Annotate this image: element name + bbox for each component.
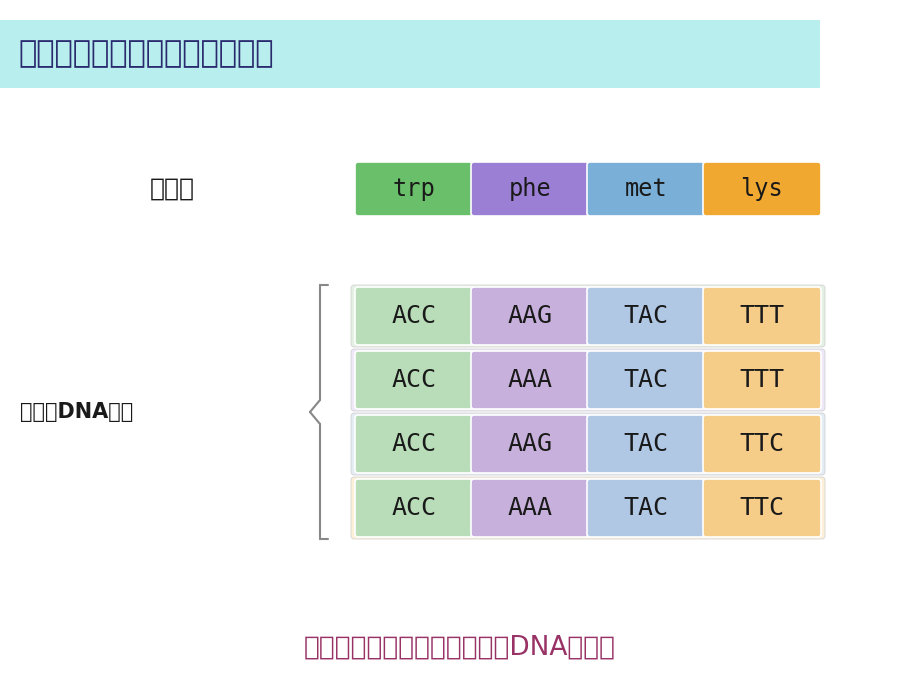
Bar (0, 20, 819, 88)
Text: TAC: TAC (623, 304, 668, 328)
Text: TAC: TAC (623, 496, 668, 520)
FancyBboxPatch shape (351, 285, 824, 347)
FancyBboxPatch shape (355, 351, 472, 409)
Text: AAA: AAA (507, 368, 552, 392)
FancyBboxPatch shape (702, 351, 820, 409)
FancyBboxPatch shape (471, 415, 588, 473)
Text: AAA: AAA (507, 496, 552, 520)
FancyBboxPatch shape (586, 287, 704, 345)
FancyBboxPatch shape (351, 413, 824, 475)
FancyBboxPatch shape (586, 415, 704, 473)
Text: ACC: ACC (391, 496, 436, 520)
FancyBboxPatch shape (471, 479, 588, 537)
Text: （一）化学合成法获取目的基因: （一）化学合成法获取目的基因 (18, 39, 273, 68)
Text: TTT: TTT (739, 368, 784, 392)
Text: 可能的DNA序列: 可能的DNA序列 (20, 402, 133, 422)
Text: AAG: AAG (507, 432, 552, 456)
Text: ACC: ACC (391, 304, 436, 328)
FancyBboxPatch shape (586, 351, 704, 409)
FancyBboxPatch shape (586, 479, 704, 537)
FancyBboxPatch shape (351, 349, 824, 411)
FancyBboxPatch shape (355, 479, 472, 537)
FancyBboxPatch shape (471, 287, 588, 345)
FancyBboxPatch shape (471, 162, 588, 216)
Text: 由已知氨基酸序列推测可能的DNA序列。: 由已知氨基酸序列推测可能的DNA序列。 (303, 635, 616, 661)
Text: TTT: TTT (739, 304, 784, 328)
Text: ACC: ACC (391, 368, 436, 392)
Text: ACC: ACC (391, 432, 436, 456)
Text: trp: trp (392, 177, 435, 201)
FancyBboxPatch shape (586, 162, 704, 216)
Text: AAG: AAG (507, 304, 552, 328)
FancyBboxPatch shape (702, 287, 820, 345)
Text: 氨基酸: 氨基酸 (150, 177, 195, 201)
FancyBboxPatch shape (702, 479, 820, 537)
FancyBboxPatch shape (702, 162, 820, 216)
FancyBboxPatch shape (355, 287, 472, 345)
Text: phe: phe (508, 177, 550, 201)
Text: TAC: TAC (623, 368, 668, 392)
FancyBboxPatch shape (351, 477, 824, 539)
Text: met: met (624, 177, 666, 201)
Text: lys: lys (740, 177, 782, 201)
Text: TTC: TTC (739, 432, 784, 456)
Text: TTC: TTC (739, 496, 784, 520)
FancyBboxPatch shape (702, 415, 820, 473)
FancyBboxPatch shape (355, 162, 472, 216)
FancyBboxPatch shape (471, 351, 588, 409)
Text: TAC: TAC (623, 432, 668, 456)
FancyBboxPatch shape (355, 415, 472, 473)
